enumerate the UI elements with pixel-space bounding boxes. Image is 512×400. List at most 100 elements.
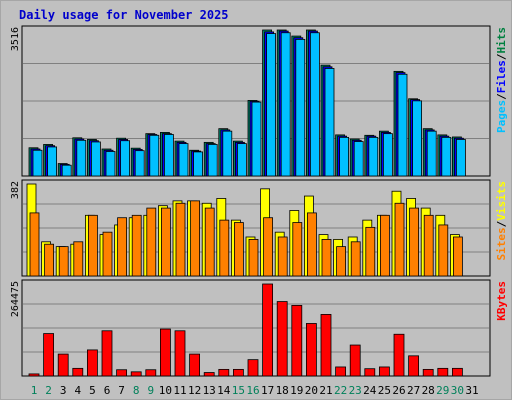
- bar-sites-day-16: [248, 238, 259, 277]
- side-label-visits: Visits: [495, 181, 508, 221]
- day-label-30: 30: [451, 384, 464, 397]
- side-label-sites: Sites: [495, 227, 508, 260]
- bar-sites-day-24: [365, 226, 376, 277]
- chart-title: Daily usage for November 2025: [19, 8, 229, 22]
- bar-kbytes-day-26: [393, 333, 405, 377]
- day-label-22: 22: [334, 384, 347, 397]
- bar-kbytes-day-5: [87, 349, 98, 377]
- bar-sites-day-15: [233, 222, 244, 277]
- bar-pages-day-6: [105, 151, 116, 177]
- bar-pages-day-25: [382, 133, 393, 177]
- day-label-27: 27: [407, 384, 420, 397]
- bar-pages-day-16: [251, 101, 262, 177]
- day-label-1: 1: [31, 384, 38, 397]
- bar-pages-day-2: [47, 146, 57, 177]
- side-labels-bottom: KBytes: [495, 281, 508, 321]
- side-label-separator: /: [495, 53, 508, 60]
- side-label-files: Files: [495, 60, 508, 93]
- bar-kbytes-day-17: [262, 283, 274, 377]
- bar-kbytes-day-4: [72, 367, 84, 377]
- bar-sites-day-26: [394, 202, 405, 277]
- day-label-10: 10: [159, 384, 172, 397]
- max-label-bottom: 264475: [10, 281, 21, 317]
- side-label-kbytes: KBytes: [495, 281, 508, 321]
- side-labels-top: Pages/Files/Hits: [495, 27, 508, 133]
- bar-kbytes-day-14: [218, 368, 230, 377]
- bar-sites-day-20: [306, 212, 317, 277]
- bar-sites-day-2: [44, 243, 54, 277]
- day-label-3: 3: [60, 384, 67, 397]
- bar-kbytes-day-30: [451, 367, 463, 377]
- bar-pages-day-24: [368, 136, 379, 177]
- bar-sites-day-10: [160, 207, 171, 277]
- bar-kbytes-day-7: [116, 369, 127, 377]
- bar-kbytes-day-16: [247, 359, 259, 377]
- day-label-7: 7: [118, 384, 125, 397]
- bar-pages-day-30: [455, 139, 466, 177]
- bar-kbytes-day-13: [203, 372, 215, 377]
- bar-kbytes-day-18: [276, 301, 288, 377]
- bar-kbytes-day-2: [43, 333, 54, 377]
- bar-sites-day-29: [438, 224, 449, 277]
- bar-pages-day-11: [178, 143, 189, 177]
- bar-kbytes-day-8: [130, 371, 142, 377]
- bar-pages-day-10: [163, 134, 174, 177]
- bar-kbytes-day-25: [378, 366, 390, 377]
- bar-kbytes-day-23: [349, 344, 361, 377]
- bar-pages-day-13: [207, 144, 218, 177]
- bar-sites-day-17: [263, 217, 274, 277]
- bar-sites-day-4: [73, 241, 84, 277]
- bar-sites-day-8: [131, 214, 142, 277]
- day-label-16: 16: [246, 384, 259, 397]
- bar-pages-day-4: [76, 139, 87, 177]
- bar-pages-day-29: [441, 136, 452, 177]
- day-label-17: 17: [261, 384, 274, 397]
- bar-kbytes-day-28: [422, 368, 434, 377]
- bar-pages-day-27: [412, 100, 423, 177]
- bar-pages-day-20: [309, 32, 320, 177]
- bar-kbytes-day-1: [28, 373, 40, 377]
- max-label-top: 3516: [10, 27, 21, 51]
- bar-kbytes-day-27: [408, 355, 420, 377]
- day-label-24: 24: [363, 384, 377, 397]
- max-label-middle: 382: [10, 181, 21, 199]
- bar-pages-day-8: [134, 150, 145, 177]
- bar-kbytes-day-11: [174, 330, 186, 377]
- side-label-separator: /: [495, 220, 508, 227]
- bar-kbytes-day-21: [320, 314, 332, 377]
- bar-sites-day-13: [204, 207, 215, 277]
- day-label-21: 21: [319, 384, 332, 397]
- day-label-20: 20: [305, 384, 318, 397]
- bar-sites-day-1: [29, 212, 40, 277]
- bar-pages-day-19: [295, 38, 306, 177]
- bar-kbytes-day-6: [101, 330, 113, 377]
- bar-pages-day-12: [193, 151, 204, 177]
- bar-sites-day-14: [219, 219, 230, 277]
- side-label-hits: Hits: [495, 27, 508, 54]
- bar-kbytes-day-19: [291, 304, 303, 377]
- day-label-19: 19: [290, 384, 303, 397]
- day-label-18: 18: [276, 384, 289, 397]
- bar-sites-day-3: [58, 246, 69, 277]
- day-label-5: 5: [89, 384, 96, 397]
- day-label-29: 29: [436, 384, 449, 397]
- bar-sites-day-9: [146, 207, 157, 277]
- bar-pages-day-7: [120, 140, 130, 177]
- bar-sites-day-7: [117, 217, 127, 277]
- side-label-separator: /: [495, 93, 508, 100]
- bar-pages-day-3: [61, 164, 72, 177]
- day-label-9: 9: [147, 384, 154, 397]
- bar-pages-day-17: [266, 33, 277, 177]
- day-label-8: 8: [133, 384, 140, 397]
- bar-sites-day-18: [277, 236, 288, 277]
- bar-pages-day-15: [236, 143, 247, 177]
- bar-pages-day-1: [32, 149, 43, 177]
- bar-sites-day-28: [423, 214, 434, 277]
- side-label-pages: Pages: [495, 100, 508, 133]
- bar-sites-day-25: [379, 214, 390, 277]
- bar-pages-day-14: [222, 130, 233, 177]
- day-label-2: 2: [45, 384, 52, 397]
- bar-pages-day-26: [397, 73, 408, 177]
